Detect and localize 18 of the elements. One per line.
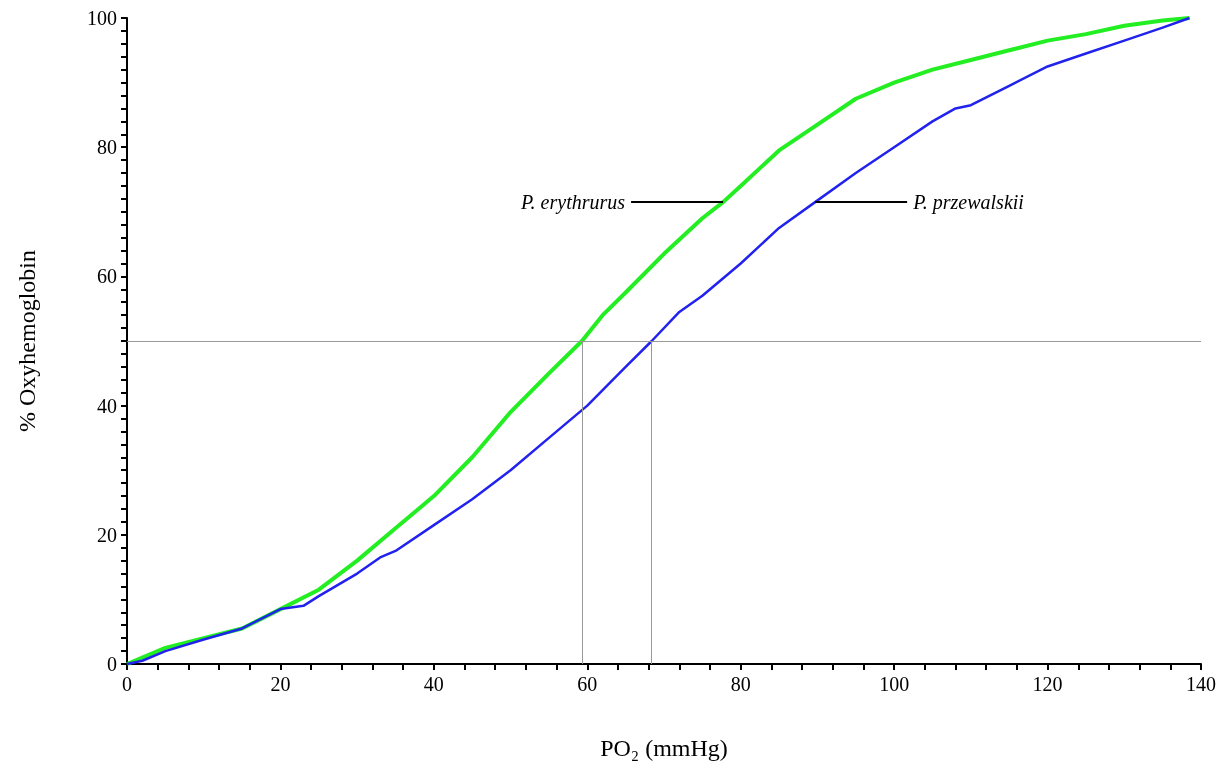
text: P. erythrurus [519,191,626,215]
x-tick-label: 140 [1186,673,1216,695]
x-tick-label: 0 [122,673,132,695]
y-tick-label: 60 [97,265,117,288]
x-axis-title: PO₂ (mmHg) [600,735,728,761]
y-tick-label: 40 [97,394,117,417]
y-tick-label: 0 [107,653,117,675]
y-tick-label: 80 [97,136,117,159]
y-tick-label: 100 [87,7,117,29]
x-tick-label: 80 [730,673,751,695]
x-tick-label: 100 [879,673,910,695]
x-tick-label: 20 [270,673,291,695]
x-tick-label: 60 [577,673,598,695]
y-axis-title: % Oxyhemoglobin [14,250,40,432]
x-tick-label: 120 [1032,673,1063,695]
text: P. przewalskii [912,191,1024,215]
x-tick-label: 40 [423,673,444,695]
y-tick-label: 20 [97,523,117,546]
